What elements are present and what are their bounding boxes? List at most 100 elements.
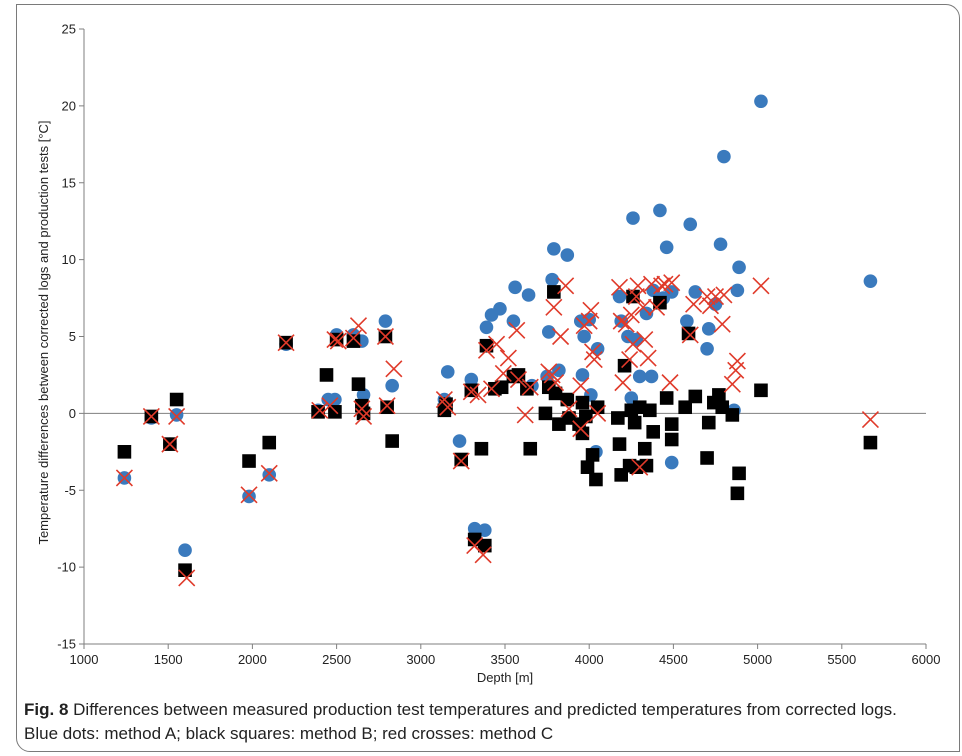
method-a-point xyxy=(547,242,561,256)
method-b-point xyxy=(863,435,878,450)
method-a-point xyxy=(700,342,714,356)
method-a-point xyxy=(479,320,494,335)
method-c-point xyxy=(560,400,578,418)
method-c-point xyxy=(439,398,457,416)
method-c-point xyxy=(552,327,570,346)
method-b-point xyxy=(479,338,494,353)
method-c-point xyxy=(647,298,666,316)
method-b-point xyxy=(646,425,660,439)
method-c-point xyxy=(521,378,539,396)
caption-text: Differences between measured production … xyxy=(24,700,897,743)
method-b-point xyxy=(664,417,679,431)
scatter-chart: 1000 1500 2000 2500 3000 3500 4000 4500 5000 5500… xyxy=(36,22,940,686)
method-b-point xyxy=(346,334,361,348)
method-c-point xyxy=(715,286,733,304)
method-c-point xyxy=(610,278,629,296)
method-c-point xyxy=(636,331,654,349)
method-b-point xyxy=(725,408,740,422)
method-b-point xyxy=(242,454,256,468)
method-c-point xyxy=(321,397,339,415)
method-a-point xyxy=(452,434,467,448)
method-b-point xyxy=(356,406,371,421)
method-c-point xyxy=(713,315,731,333)
method-b-point xyxy=(754,383,768,398)
y-tick-label: 0 xyxy=(69,406,76,421)
method-a-point xyxy=(521,288,536,302)
method-c-point xyxy=(698,287,716,306)
method-c-point xyxy=(240,486,258,504)
method-c-point xyxy=(612,312,630,330)
method-a-point xyxy=(552,363,566,378)
method-b-point xyxy=(538,406,553,421)
method-b-point xyxy=(590,400,605,415)
method-a-point xyxy=(262,468,277,482)
method-a-point xyxy=(467,521,482,536)
method-a-point xyxy=(178,543,192,558)
method-b-point xyxy=(474,441,489,456)
method-b-point xyxy=(117,445,132,459)
method-a-point xyxy=(541,325,556,339)
method-c-point xyxy=(326,331,344,349)
method-c-point xyxy=(545,298,563,316)
method-b-point xyxy=(319,368,334,382)
method-b-point xyxy=(627,415,642,430)
figure-frame xyxy=(16,4,960,752)
method-c-point xyxy=(178,569,196,587)
x-axis-label: Depth [m] xyxy=(477,670,533,685)
method-b-point xyxy=(589,472,603,487)
method-b-point xyxy=(611,411,625,425)
method-c-point xyxy=(494,364,512,382)
method-c-point xyxy=(723,375,741,393)
method-a-point xyxy=(464,372,479,387)
method-b-point xyxy=(732,466,746,481)
method-c-point xyxy=(311,401,329,419)
axis-ticks: 1000 1500 2000 2500 3000 3500 4000 4500 5000 5500… xyxy=(57,22,940,668)
method-b-point xyxy=(701,415,716,430)
method-a-point xyxy=(590,342,605,356)
method-b-point xyxy=(700,451,714,465)
method-c-point xyxy=(663,274,681,292)
method-b-point xyxy=(523,441,538,456)
method-b-point xyxy=(580,460,595,474)
method-a-point xyxy=(701,322,716,336)
method-b-point xyxy=(560,392,575,407)
method-b-point xyxy=(262,435,277,450)
method-c-point xyxy=(621,350,639,369)
method-b-point xyxy=(351,377,366,391)
method-c-point xyxy=(508,321,526,339)
method-c-point xyxy=(168,407,186,426)
method-a-point xyxy=(626,211,640,225)
method-c-point xyxy=(685,295,703,313)
method-a-point xyxy=(713,237,728,252)
method-a-point xyxy=(680,314,694,328)
method-a-point xyxy=(378,314,393,328)
method-c-point xyxy=(385,360,403,378)
method-c-point xyxy=(354,407,373,426)
figure-label: Fig. 8 xyxy=(24,700,69,719)
y-tick-label: 15 xyxy=(62,175,76,190)
method-a-point xyxy=(612,289,627,304)
method-c-point xyxy=(661,374,679,392)
method-b-point xyxy=(385,434,399,448)
method-b-point xyxy=(653,295,667,310)
method-c-point xyxy=(681,326,699,344)
x-tick-label: 5000 xyxy=(743,652,772,667)
method-c-point xyxy=(142,407,160,426)
y-tick-label: -5 xyxy=(64,483,76,498)
method-b-point xyxy=(464,383,479,398)
method-a-point xyxy=(653,203,667,218)
method-a-point xyxy=(440,365,455,379)
method-c-point xyxy=(585,350,603,369)
method-c-point xyxy=(634,298,652,316)
method-c-point xyxy=(353,400,371,418)
y-axis-label: Temperature differences between correcte… xyxy=(36,120,51,544)
method-b-point xyxy=(380,400,394,415)
y-tick-label: 25 xyxy=(62,22,76,37)
method-c-point xyxy=(653,277,671,295)
method-c-point xyxy=(260,464,278,482)
method-c-point xyxy=(477,341,496,359)
method-a-point xyxy=(717,149,731,164)
method-c-point xyxy=(469,386,487,404)
method-a-point xyxy=(659,240,674,255)
method-c-point xyxy=(572,377,590,395)
